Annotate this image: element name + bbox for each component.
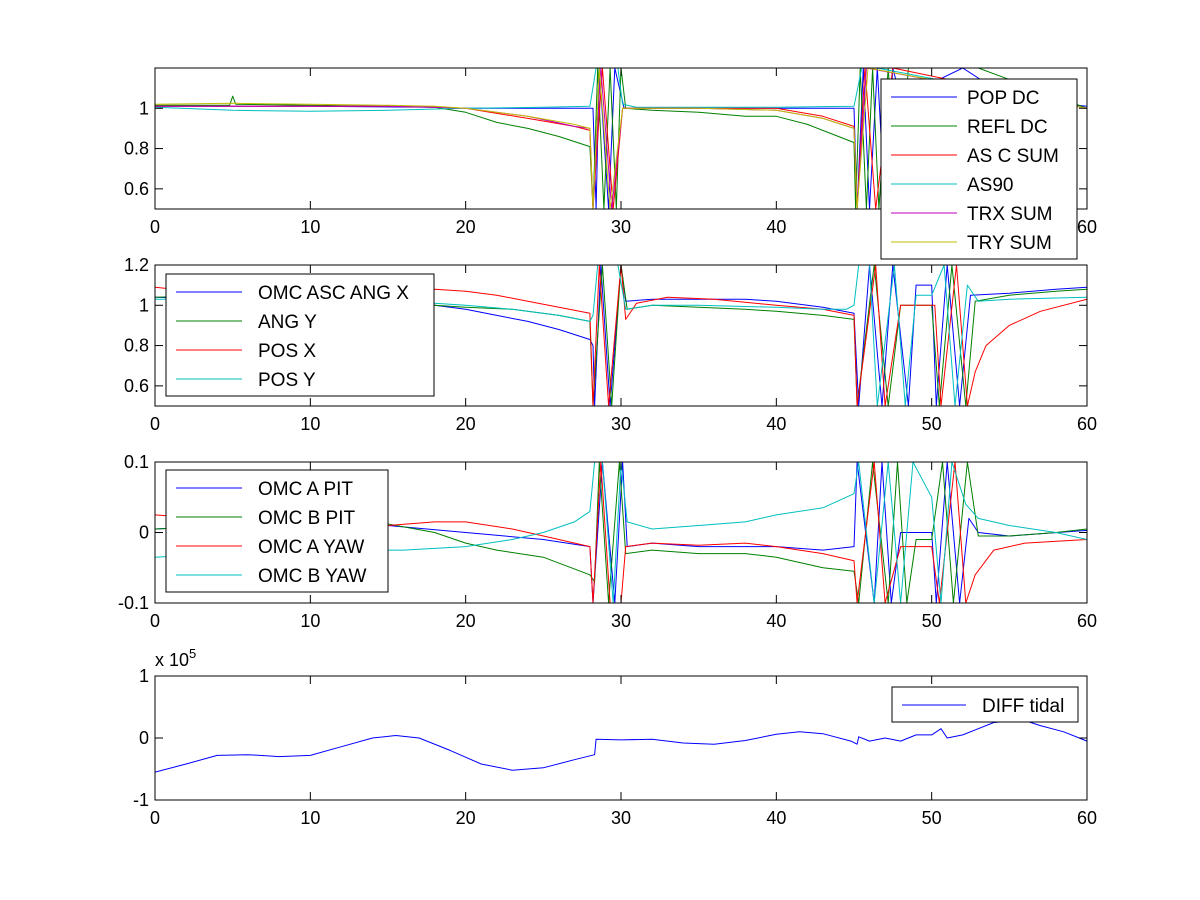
legend-box <box>880 78 1078 260</box>
x-tick-label: 50 <box>922 808 942 828</box>
axis-exponent-label: x 105 <box>155 646 196 670</box>
y-tick-label: 0.6 <box>124 179 149 199</box>
legend: OMC A PIT OMC B PIT OMC A YAW OMC B YAW <box>165 469 389 593</box>
x-tick-label: 0 <box>150 414 160 434</box>
legend-label: POP DC <box>967 88 1040 109</box>
x-tick-label: 0 <box>150 808 160 828</box>
legend-label: TRY SUM <box>967 233 1052 254</box>
x-tick-label: 0 <box>150 611 160 631</box>
legend: DIFF tidal <box>891 686 1079 723</box>
legend-label: POS Y <box>258 370 316 391</box>
series-line-3-1 <box>155 462 1087 603</box>
series-group <box>155 720 1087 773</box>
y-tick-label: -0.1 <box>118 593 149 613</box>
panel-2: 0 10 20 30 40 50 60 0.6 0.8 1 1.2 OMC ASC ANG X ANG … <box>124 255 1097 434</box>
x-tick-label: 0 <box>150 217 160 237</box>
legend-label: ANG Y <box>258 312 317 333</box>
series-line-2-1 <box>155 265 1087 406</box>
x-tick-label: 50 <box>922 414 942 434</box>
legend: POP DC REFL DC AS C SUM AS90 TRX SUM TRY SUM <box>880 78 1078 260</box>
legend-label: TRX SUM <box>967 204 1053 225</box>
y-tick-label: 0 <box>139 523 149 543</box>
x-tick-label: 60 <box>1077 414 1097 434</box>
x-tick-label: 40 <box>766 217 786 237</box>
x-tick-label: 60 <box>1077 217 1097 237</box>
x-tick-label: 50 <box>922 611 942 631</box>
y-tick-label: 0.8 <box>124 336 149 356</box>
series-line-1-6 <box>155 68 1087 209</box>
y-tick-label: 1 <box>139 666 149 686</box>
legend-box <box>165 469 389 593</box>
x-tick-label: 30 <box>611 217 631 237</box>
y-tick-label: 0.8 <box>124 139 149 159</box>
legend-label: DIFF tidal <box>982 696 1064 717</box>
series-line-4-1 <box>155 720 1087 773</box>
legend-box <box>165 273 435 397</box>
y-tick-label: 1 <box>139 295 149 315</box>
legend-label: OMC A YAW <box>258 537 364 558</box>
y-tick-label: 0.6 <box>124 376 149 396</box>
y-tick-label: -1 <box>133 790 149 810</box>
x-tick-label: 20 <box>456 414 476 434</box>
y-tick-label: 1.2 <box>124 255 149 275</box>
legend-label: AS90 <box>967 175 1013 196</box>
legend-label: POS X <box>258 341 316 362</box>
x-tick-label: 30 <box>611 808 631 828</box>
legend-label: AS C SUM <box>967 146 1059 167</box>
series-line-3-3 <box>155 462 1087 603</box>
x-tick-label: 10 <box>300 611 320 631</box>
y-tick-label: 0 <box>139 728 149 748</box>
x-tick-label: 10 <box>300 808 320 828</box>
legend-label: OMC B YAW <box>258 566 366 587</box>
x-tick-label: 60 <box>1077 611 1097 631</box>
x-tick-label: 40 <box>766 611 786 631</box>
x-tick-label: 10 <box>300 414 320 434</box>
series-line-1-4 <box>155 68 1087 112</box>
x-tick-label: 20 <box>456 217 476 237</box>
legend-label: OMC A PIT <box>258 479 353 500</box>
series-line-2-4 <box>155 265 1087 406</box>
x-tick-label: 40 <box>766 414 786 434</box>
series-line-3-4 <box>155 462 1087 603</box>
y-tick-label: 0.1 <box>124 452 149 472</box>
y-tick-label: 1 <box>139 98 149 118</box>
legend-label: OMC B PIT <box>258 508 356 529</box>
x-tick-label: 20 <box>456 808 476 828</box>
series-line-2-2 <box>155 265 1087 406</box>
legend-label: REFL DC <box>967 117 1048 138</box>
x-tick-label: 40 <box>766 808 786 828</box>
series-group <box>155 265 1087 406</box>
x-tick-label: 30 <box>611 611 631 631</box>
legend-label: OMC ASC ANG X <box>258 283 409 304</box>
x-tick-label: 30 <box>611 414 631 434</box>
series-group <box>155 462 1087 603</box>
x-tick-label: 10 <box>300 217 320 237</box>
series-group <box>155 68 1087 209</box>
legend: OMC ASC ANG X ANG Y POS X POS Y <box>165 273 435 397</box>
series-line-3-2 <box>155 462 1087 603</box>
x-tick-label: 60 <box>1077 808 1097 828</box>
x-tick-label: 20 <box>456 611 476 631</box>
